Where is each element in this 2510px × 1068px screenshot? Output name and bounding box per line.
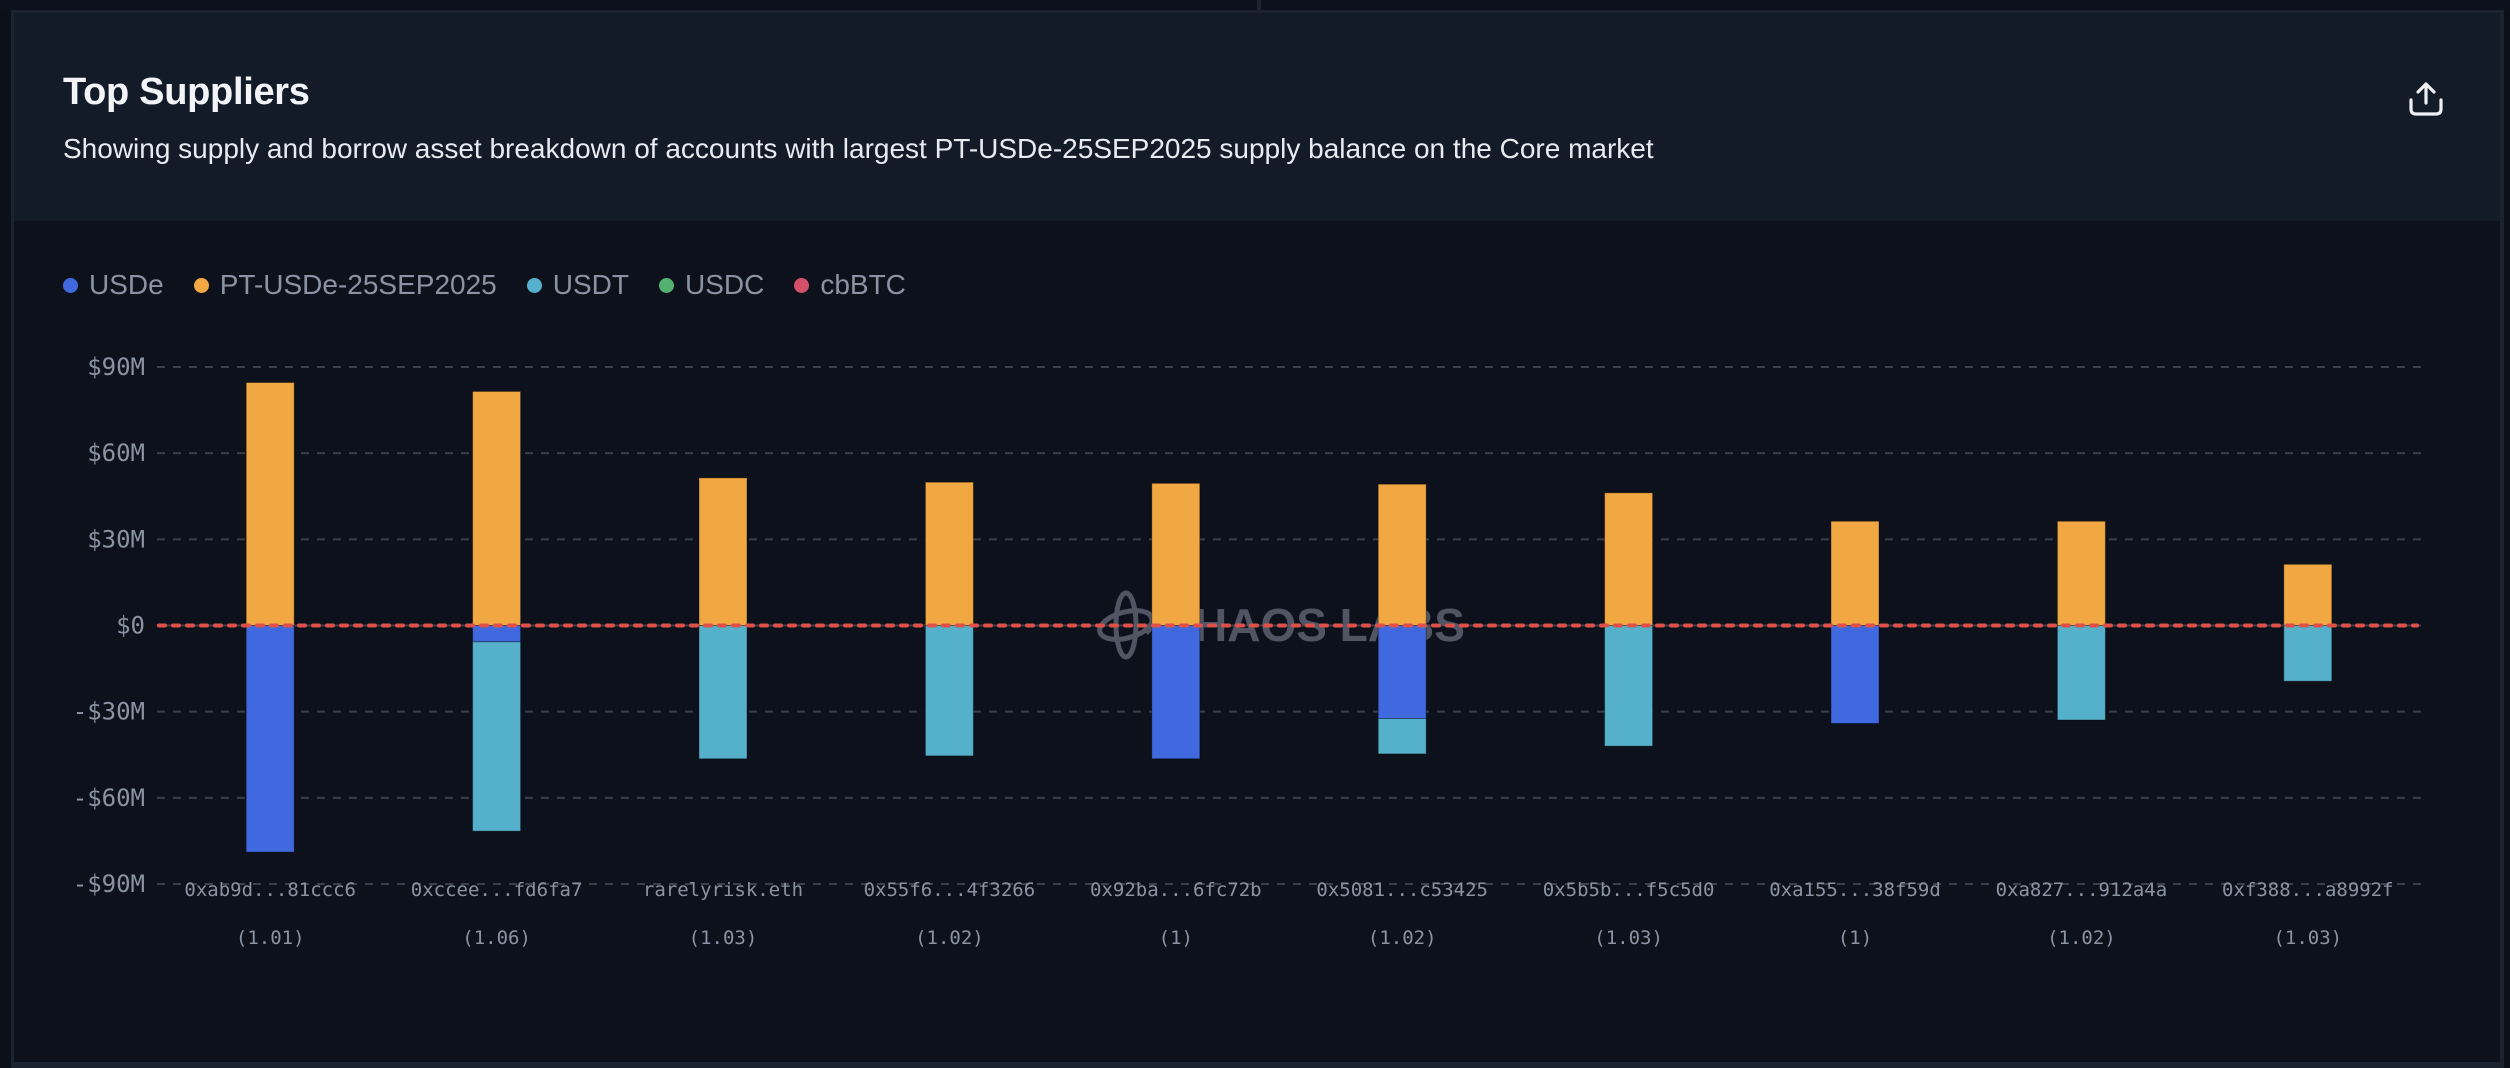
grid-layer — [157, 366, 2421, 885]
legend-label: PT-USDe-25SEP2025 — [219, 269, 497, 300]
bar-segment-pt-usde-25sep2025[interactable] — [1830, 520, 1880, 626]
health-factor-label: (1.03) — [2273, 927, 2342, 949]
x-axis-labels: 0xab9d...81ccc6 (1.01) 0xccee...fd6fa7 (1.0… — [184, 879, 2393, 949]
health-factor-label: (1.01) — [236, 927, 305, 949]
card-header: Top Suppliers Showing supply and borrow … — [14, 13, 2500, 221]
x-tick-label: 0x5081...c53425 — [1316, 879, 1488, 901]
legend-label: USDe — [89, 269, 164, 300]
bar-segment-usdt[interactable] — [1604, 625, 1654, 747]
x-tick-label: 0xa155...38f59d — [1769, 879, 1941, 901]
x-tick-label: 0xccee...fd6fa7 — [411, 879, 583, 901]
bar-segment-usde[interactable] — [472, 625, 522, 643]
legend-label: USDT — [552, 269, 629, 300]
y-tick-label: $30M — [87, 525, 145, 553]
bar-segment-usdt[interactable] — [2056, 625, 2106, 721]
card-title: Top Suppliers — [63, 71, 310, 113]
x-tick-label: 0xf388...a8992f — [2222, 879, 2394, 901]
health-factor-label: (1) — [1159, 927, 1193, 949]
legend-label: cbBTC — [820, 269, 906, 300]
y-tick-label: -$90M — [73, 870, 145, 898]
legend-item-usdt[interactable]: USDT — [526, 269, 629, 301]
y-tick-label: -$30M — [73, 698, 145, 726]
legend-label: USDC — [684, 269, 765, 300]
y-tick-label: $0 — [116, 612, 145, 640]
health-factor-label: (1.02) — [915, 927, 984, 949]
y-tick-label: $60M — [87, 439, 145, 467]
x-tick-label: 0x5b5b...f5c5d0 — [1543, 879, 1715, 901]
card-subtitle: Showing supply and borrow asset breakdow… — [63, 133, 1654, 164]
x-tick-label: 0xa827...912a4a — [1996, 879, 2168, 901]
y-tick-label: $90M — [87, 353, 145, 381]
bar-segment-pt-usde-25sep2025[interactable] — [698, 477, 748, 627]
bar-segment-usde[interactable] — [245, 625, 295, 853]
bar-segment-pt-usde-25sep2025[interactable] — [1377, 483, 1427, 626]
y-tick-label: -$60M — [73, 784, 145, 812]
health-factor-label: (1.03) — [1594, 927, 1663, 949]
share-upload-icon — [2409, 82, 2443, 116]
x-tick-label: 0x55f6...4f3266 — [864, 879, 1036, 901]
bar-segment-pt-usde-25sep2025[interactable] — [1151, 482, 1201, 626]
x-tick-label: rarelyrisk.eth — [643, 879, 803, 901]
chart-legend: USDe PT-USDe-25SEP2025 USDT USDC cbBTC — [63, 265, 906, 305]
legend-item-pt-usde[interactable]: PT-USDe-25SEP2025 — [193, 269, 497, 301]
bar-segment-pt-usde-25sep2025[interactable] — [924, 481, 974, 626]
top-strip — [0, 0, 2510, 11]
health-factor-label: (1.02) — [1368, 927, 1437, 949]
bar-segment-usdt[interactable] — [472, 641, 522, 832]
bar-segment-usde[interactable] — [1151, 625, 1201, 760]
bar-segment-usde[interactable] — [1830, 625, 1880, 724]
bar-segment-usde[interactable] — [1377, 625, 1427, 720]
bar-segment-usdt[interactable] — [2283, 625, 2333, 682]
x-tick-label: 0xab9d...81ccc6 — [184, 879, 356, 901]
bar-segment-usdt[interactable] — [698, 625, 748, 760]
legend-item-usde[interactable]: USDe — [63, 269, 164, 301]
panel-divider — [1257, 0, 1261, 11]
bar-segment-pt-usde-25sep2025[interactable] — [472, 390, 522, 626]
export-button[interactable] — [2398, 71, 2454, 127]
bar-segment-pt-usde-25sep2025[interactable] — [2283, 563, 2333, 627]
health-factor-label: (1.02) — [2047, 927, 2116, 949]
health-factor-label: (1.03) — [689, 927, 758, 949]
bar-segment-pt-usde-25sep2025[interactable] — [2056, 520, 2106, 626]
x-tick-label: 0x92ba...6fc72b — [1090, 879, 1262, 901]
health-factor-label: (1.06) — [462, 927, 531, 949]
bars — [245, 382, 2333, 853]
legend-item-usdc[interactable]: USDC — [658, 269, 765, 301]
legend-item-cbbtc[interactable]: cbBTC — [794, 269, 906, 301]
bar-segment-usdt[interactable] — [1377, 718, 1427, 755]
legend-dot — [658, 277, 674, 293]
bar-segment-pt-usde-25sep2025[interactable] — [1604, 492, 1654, 626]
top-suppliers-card: Top Suppliers Showing supply and borrow … — [14, 13, 2500, 1062]
legend-dot — [794, 277, 810, 293]
stacked-bar-chart: $90M$60M$30M$0-$30M-$60M-$90M HAOS LABS … — [73, 353, 2421, 949]
bar-segment-usdt[interactable] — [924, 625, 974, 757]
legend-dot — [526, 277, 542, 293]
y-axis-ticks: $90M $60M $30M $0 -$30M -$60M -$90M — [73, 353, 145, 898]
bar-segment-pt-usde-25sep2025[interactable] — [245, 382, 295, 627]
legend-dot — [63, 277, 78, 293]
health-factor-label: (1) — [1838, 927, 1872, 949]
legend-dot — [193, 277, 209, 293]
